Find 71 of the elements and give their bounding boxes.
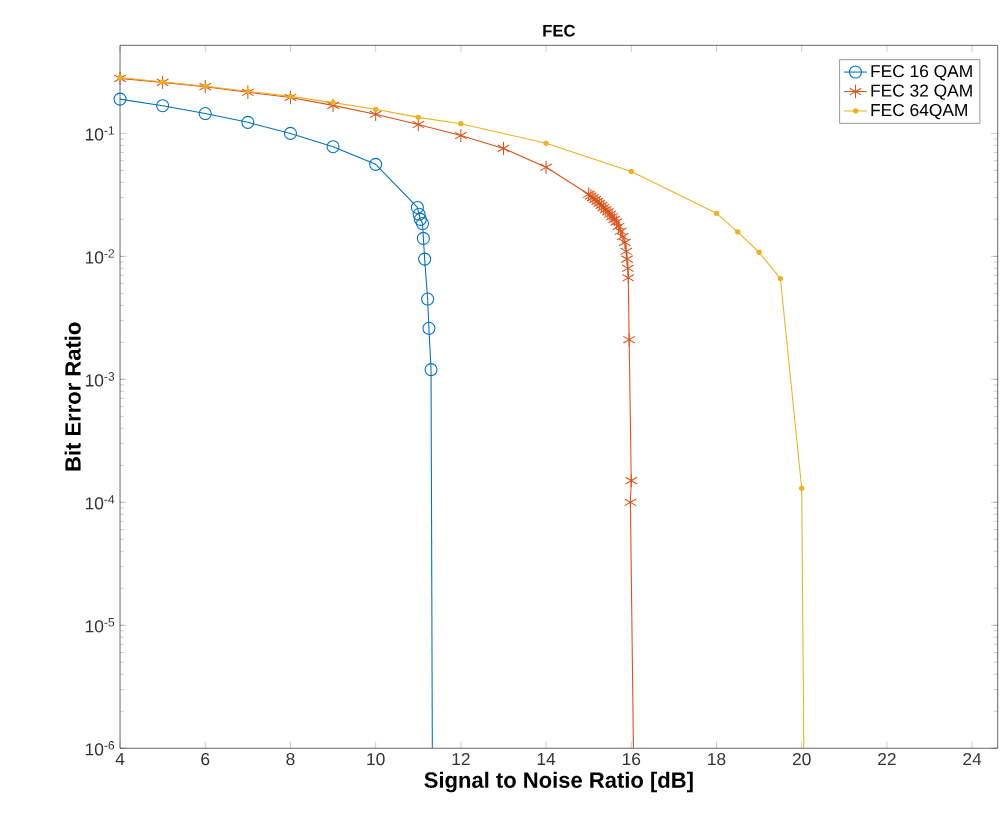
x-tick-label: 6 [201,752,210,766]
point [777,275,784,282]
point [628,168,634,175]
x-tick-label: 8 [286,752,295,766]
point [284,90,297,105]
x-tick-label: 18 [708,752,726,766]
y-tick-label: 10$^{-4}$ [85,495,115,510]
x-tick-label: 14 [537,753,556,765]
point [713,210,720,216]
point [539,160,553,175]
point [424,363,438,377]
x-tick-label: 12 [452,752,470,766]
point [372,106,379,113]
point [326,98,340,113]
point [621,270,635,285]
point [326,140,340,154]
point [621,261,635,276]
point [458,121,464,127]
point [624,473,638,488]
point [156,75,169,90]
y-tick-label: 10$^{-5}$ [85,618,115,633]
point [117,74,123,81]
point [497,141,510,156]
point [369,157,383,171]
chart-title: FEC [543,24,576,37]
y-tick-label: 10$^{-6}$ [85,741,115,756]
point [283,126,297,140]
legend-label: FEC 64QAM [871,103,967,120]
point [415,114,421,121]
y-tick-label: 10$^{-3}$ [85,372,115,387]
point [241,85,255,100]
point [198,107,212,121]
point [159,79,166,85]
point [156,99,170,113]
legend-label: FEC 32 QAM [871,84,972,100]
point [421,292,435,306]
point [330,99,336,106]
point [799,485,805,491]
point [735,229,741,235]
point [543,140,549,147]
point [412,207,426,221]
point [624,495,637,510]
point [411,117,425,132]
x-tick-label: 4 [115,753,125,765]
x-tick-label: 10 [367,752,385,766]
point [202,83,208,89]
x-tick-label: 20 [792,752,811,766]
x-tick-label: 24 [963,752,982,766]
x-axis-title: Signal to Noise Ratio [dB] [424,771,693,793]
point [622,332,636,347]
point [287,93,294,100]
y-tick-label: 10$^{-1}$ [85,126,115,141]
point [245,88,251,94]
point [620,251,634,267]
point [410,200,424,215]
legend-label: FEC 16 QAM [871,65,972,81]
x-tick-label: 16 [622,752,641,766]
x-tick-label: 22 [878,752,896,766]
point [415,217,430,231]
point [422,321,436,335]
point [413,212,427,226]
y-tick-label: 10$^{-2}$ [85,249,115,264]
point [113,92,127,106]
point [241,115,255,129]
point [416,231,430,245]
point [198,79,212,94]
point [756,249,762,255]
y-axis-title: Bit Error Ratio [64,322,81,471]
point [418,252,432,266]
point [454,128,468,143]
point [113,71,127,86]
